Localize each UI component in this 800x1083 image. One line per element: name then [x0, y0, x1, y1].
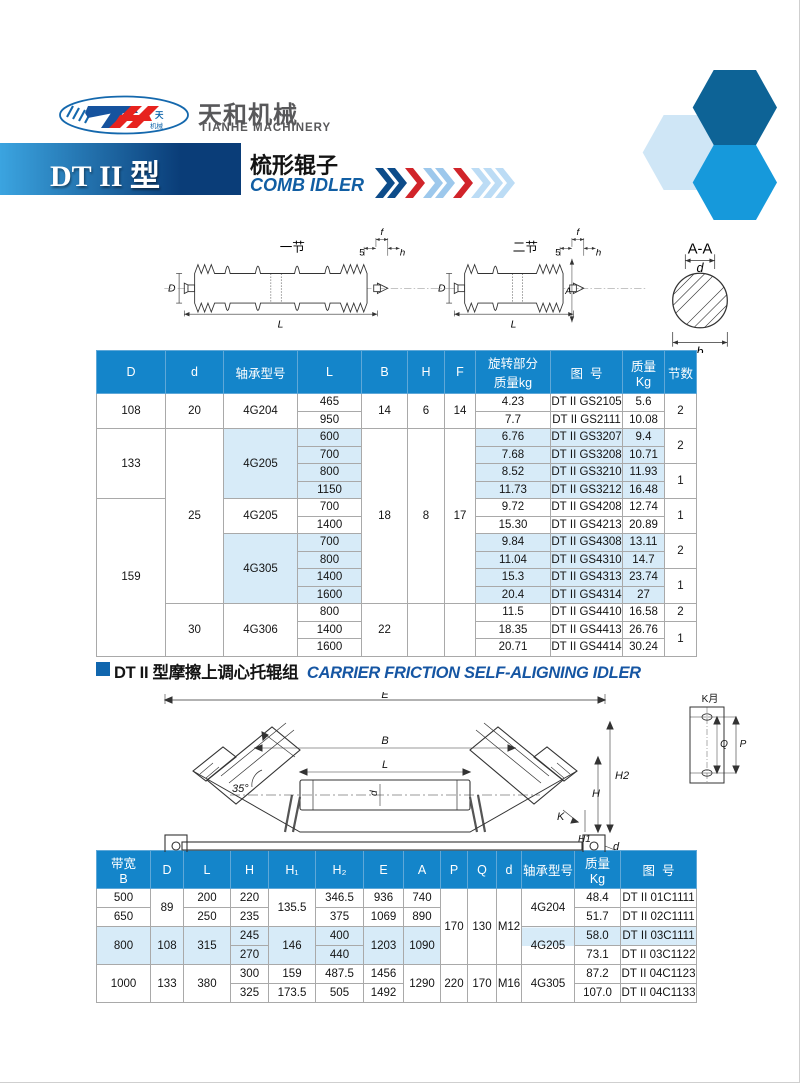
svg-text:5: 5 — [359, 248, 364, 259]
svg-text:D: D — [168, 283, 176, 294]
svg-text:d: d — [696, 261, 704, 275]
svg-text:一节: 一节 — [280, 240, 305, 254]
svg-text:B: B — [381, 735, 388, 747]
svg-text:35°: 35° — [232, 783, 249, 795]
svg-text:天: 天 — [155, 110, 164, 120]
svg-text:h: h — [400, 248, 405, 259]
svg-text:E: E — [381, 692, 389, 701]
svg-text:d: d — [613, 841, 620, 852]
svg-text:K: K — [557, 811, 565, 823]
svg-text:b: b — [696, 345, 703, 353]
svg-text:L: L — [382, 759, 388, 771]
svg-text:P: P — [740, 739, 747, 750]
svg-text:机械: 机械 — [150, 121, 164, 130]
svg-text:K月: K月 — [702, 693, 719, 705]
svg-text:H2: H2 — [615, 770, 629, 782]
svg-text:H1: H1 — [578, 834, 591, 845]
svg-text:f: f — [577, 228, 581, 238]
svg-text:二节: 二节 — [513, 240, 538, 254]
svg-text:5: 5 — [555, 248, 560, 259]
svg-text:A: A — [564, 286, 571, 296]
svg-text:Q: Q — [720, 739, 728, 750]
svg-text:f: f — [381, 228, 385, 238]
svg-text:h: h — [596, 248, 601, 259]
svg-text:L: L — [278, 320, 284, 331]
svg-text:H: H — [592, 788, 600, 800]
svg-text:A: A — [380, 851, 388, 852]
svg-text:L: L — [511, 320, 517, 331]
svg-text:A-A: A-A — [688, 241, 713, 257]
svg-text:d: d — [369, 790, 380, 796]
svg-text:D: D — [438, 283, 446, 294]
